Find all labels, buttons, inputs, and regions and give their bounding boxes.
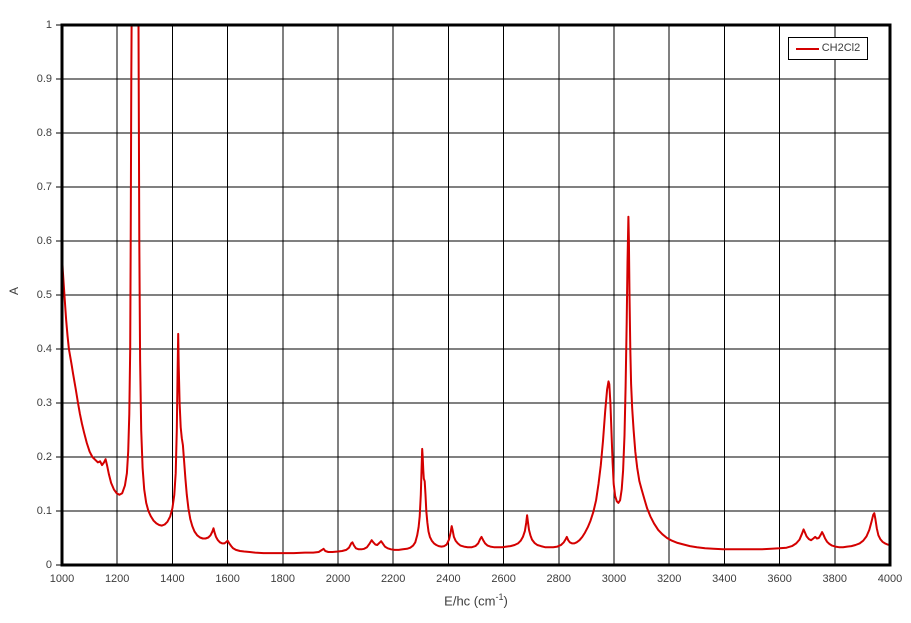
x-tick-label: 1000 [49, 573, 75, 585]
x-tick-label: 3200 [656, 573, 682, 585]
y-tick-label: 0.8 [36, 127, 52, 139]
x-tick-label: 1600 [215, 573, 240, 585]
x-tick-label: 3600 [767, 573, 792, 585]
x-axis-title-close: ) [503, 593, 508, 609]
x-tick-label: 2600 [491, 573, 516, 585]
y-tick-label: 0.9 [36, 73, 52, 85]
x-axis-title: E/hc (cm-1) [62, 592, 890, 608]
legend-line-swatch [795, 47, 819, 50]
legend-label: CH2Cl2 [821, 42, 861, 54]
x-tick-label: 1200 [104, 573, 130, 585]
legend: CH2Cl2 [788, 37, 868, 60]
y-tick-label: 0.1 [36, 505, 52, 517]
x-tick-label: 3400 [712, 573, 737, 585]
x-axis-title-main: E/hc (cm [444, 593, 496, 609]
y-tick-label: 0.6 [36, 235, 52, 247]
x-tick-label: 3800 [822, 573, 848, 585]
x-tick-label: 2800 [546, 573, 572, 585]
x-tick-label: 1400 [160, 573, 185, 585]
y-tick-label: 0.3 [36, 397, 52, 409]
x-tick-label: 4000 [877, 573, 903, 585]
x-tick-label: 2200 [380, 573, 406, 585]
y-tick-label: 1 [45, 19, 52, 31]
y-tick-label: 0.2 [36, 451, 52, 463]
y-tick-label: 0.4 [36, 343, 52, 355]
x-tick-label: 2400 [436, 573, 461, 585]
y-axis-title: A [7, 286, 22, 296]
y-tick-label: 0.7 [36, 181, 52, 193]
x-tick-label: 2000 [325, 573, 351, 585]
y-tick-label: 0 [45, 559, 52, 571]
x-tick-label: 1800 [270, 573, 296, 585]
x-axis-title-superscript: -1 [495, 592, 504, 602]
x-tick-label: 3000 [601, 573, 627, 585]
y-tick-label: 0.5 [36, 289, 52, 301]
